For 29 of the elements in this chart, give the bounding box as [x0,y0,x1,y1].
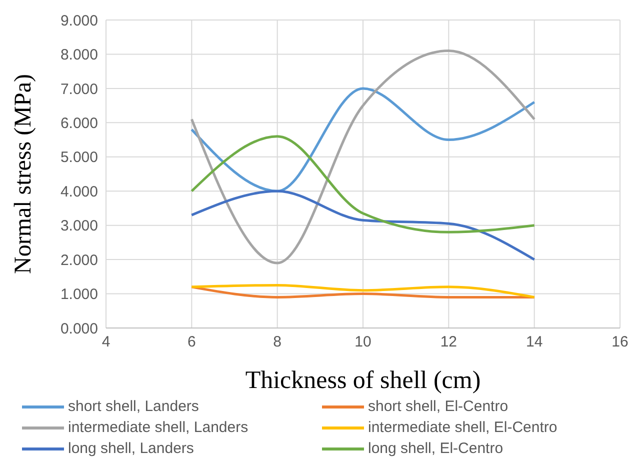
line-series [190,87,536,192]
y-tick-label: 1.000 [60,286,98,304]
x-tick-label: 6 [187,334,196,351]
x-tick-label: 8 [273,334,282,351]
y-tick-label: 6.000 [60,114,98,132]
y-tick-label: 8.000 [60,46,98,64]
x-tick-label: 10 [354,334,372,351]
y-tick-label: 2.000 [60,252,98,269]
legend-label: short shell, Landers [68,398,199,415]
x-tick-label: 12 [440,334,458,351]
legend-label: intermediate shell, Landers [68,419,248,436]
legend-label: intermediate shell, El-Centro [368,419,558,436]
y-tick-label: 0.000 [60,320,98,338]
legend-label: long shell, Landers [68,440,194,457]
y-axis-title: Normal stress (MPa) [10,74,37,274]
y-tick-label: 7.000 [60,80,98,98]
y-tick-label: 9.000 [60,12,98,30]
legend-label: long shell, El-Centro [368,440,504,457]
y-tick-label: 3.000 [60,218,98,235]
x-axis-title: Thickness of shell (cm) [245,367,481,394]
x-tick-label: 16 [612,334,628,351]
x-tick-label: 14 [526,334,543,351]
y-tick-label: 4.000 [60,183,98,200]
line-series [190,135,536,234]
x-tick-label: 4 [102,334,110,351]
legend-label: short shell, El-Centro [368,398,508,415]
line-series [190,190,536,261]
line-series [190,50,536,264]
y-tick-label: 5.000 [60,149,98,166]
